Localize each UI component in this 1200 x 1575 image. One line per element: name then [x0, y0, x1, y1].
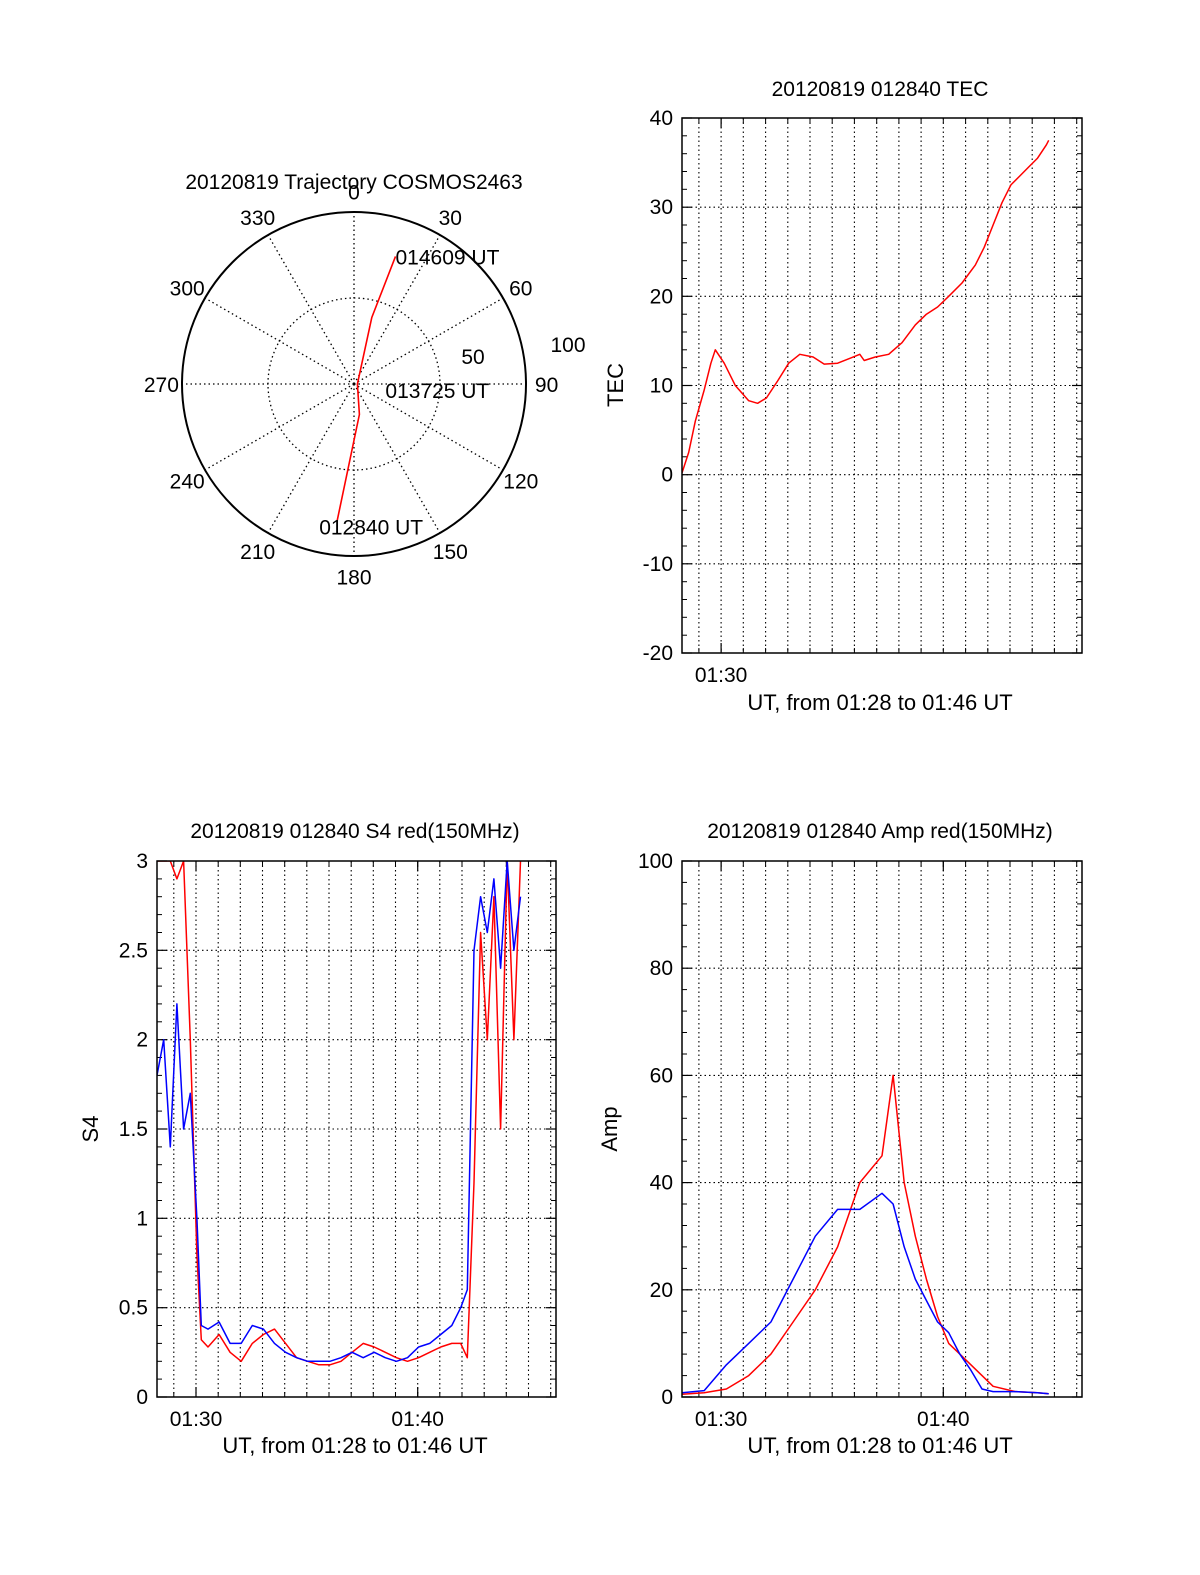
polar-azimuth-label: 150 [433, 541, 468, 564]
polar-azimuth-label: 90 [535, 374, 558, 397]
tec-plot-area: -20 -10 0 10 20 30 40 01:30 [643, 107, 1083, 687]
polar-trajectory [336, 256, 397, 521]
amp-frame [681, 860, 1083, 1398]
polar-chart-title: 20120819 Trajectory COSMOS2463 [185, 171, 522, 194]
polar-azimuth-label: 300 [170, 278, 205, 301]
s4-y-axis-label: S4 [78, 1116, 103, 1143]
polar-azimuth-label: 0 [348, 181, 360, 204]
amp-chart-panel: 20120819 012840 Amp red(150MHz) Amp UT, … [597, 820, 1083, 1458]
s4-x-tick-label: 01:40 [391, 1408, 444, 1431]
s4-y-tick-label: 1.5 [119, 1118, 148, 1141]
polar-spoke [353, 383, 504, 471]
polar-azimuth-label: 330 [240, 207, 275, 230]
amp-y-tick-label: 60 [650, 1064, 673, 1087]
s4-x-axis-label: UT, from 01:28 to 01:46 UT [222, 1433, 487, 1458]
polar-spoke [353, 234, 441, 385]
tec-y-tick-label: 40 [650, 107, 673, 130]
polar-azimuth-label: 60 [509, 278, 532, 301]
polar-annotation: 013725 UT [385, 380, 489, 403]
amp-y-tick-label: 0 [661, 1386, 673, 1409]
s4-series-1-line [157, 861, 522, 1366]
amp-x-axis-label: UT, from 01:28 to 01:46 UT [747, 1433, 1012, 1458]
tec-frame [681, 117, 1083, 654]
tec-chart-panel: 20120819 012840 TEC TEC UT, from 01:28 t… [603, 78, 1083, 715]
polar-annotation: 014609 UT [396, 246, 500, 269]
s4-chart-title: 20120819 012840 S4 red(150MHz) [190, 820, 519, 843]
s4-chart-panel: 20120819 012840 S4 red(150MHz) S4 UT, fr… [78, 820, 557, 1458]
polar-azimuth-labels: 0 30 60 90 120 150 180 210 240 270 300 330 [144, 181, 558, 589]
tec-series-group [682, 139, 1050, 474]
tec-y-tick-label: 20 [650, 285, 673, 308]
s4-y-tick-label: 2 [136, 1029, 148, 1052]
s4-series-2-line [157, 861, 522, 1363]
tec-y-tick-label: 0 [661, 464, 673, 487]
s4-plot-area: 0 0.5 1 1.5 2 2.5 3 01:30 01:40 [119, 850, 557, 1431]
amp-series-1-line [682, 1074, 1049, 1396]
amp-x-tick-label: 01:30 [695, 1408, 748, 1431]
tec-chart-title: 20120819 012840 TEC [772, 78, 989, 101]
polar-trajectory-line [336, 256, 397, 521]
s4-y-tick-label: 0 [136, 1386, 148, 1409]
tec-y-tick-label: -10 [643, 553, 673, 576]
polar-azimuth-label: 30 [439, 207, 462, 230]
polar-spoke [204, 383, 355, 471]
polar-azimuth-label: 210 [240, 541, 275, 564]
tec-y-axis-label: TEC [603, 363, 628, 407]
amp-series-2-line [682, 1192, 1049, 1395]
tec-y-tick-label: 10 [650, 375, 673, 398]
s4-y-tick-label: 0.5 [119, 1297, 148, 1320]
s4-frame [156, 860, 557, 1398]
polar-spoke [353, 297, 504, 385]
polar-spoke [204, 297, 355, 385]
polar-azimuth-label: 270 [144, 374, 179, 397]
polar-annotations: 014609 UT 013725 UT 012840 UT [319, 246, 499, 539]
polar-trajectory-panel: 20120819 Trajectory COSMOS2463 0 30 60 90 12… [144, 171, 586, 590]
s4-y-tick-label: 3 [136, 850, 148, 873]
amp-series-group [682, 1074, 1049, 1396]
amp-x-tick-label: 01:40 [917, 1408, 970, 1431]
polar-azimuth-label: 180 [336, 567, 371, 590]
polar-radius-label: 50 [461, 346, 484, 369]
polar-radius-labels: 50 100 [461, 334, 585, 369]
polar-annotation: 012840 UT [319, 517, 423, 540]
amp-chart-title: 20120819 012840 Amp red(150MHz) [707, 820, 1053, 843]
polar-spoke [353, 383, 441, 534]
amp-y-tick-label: 20 [650, 1279, 673, 1302]
s4-y-tick-label: 2.5 [119, 939, 148, 962]
polar-grid [181, 211, 527, 557]
polar-azimuth-label: 240 [170, 470, 205, 493]
tec-series-1-line [682, 139, 1050, 474]
tec-y-tick-label: 30 [650, 196, 673, 219]
tec-x-tick-label: 01:30 [695, 664, 748, 687]
polar-spoke [267, 383, 355, 534]
polar-azimuth-label: 120 [503, 470, 538, 493]
amp-plot-area: 0 20 40 60 80 100 01:30 01:40 [638, 850, 1083, 1431]
amp-y-tick-label: 80 [650, 957, 673, 980]
s4-x-tick-label: 01:30 [170, 1408, 223, 1431]
s4-y-tick-label: 1 [136, 1207, 148, 1230]
amp-y-tick-label: 40 [650, 1172, 673, 1195]
polar-radius-label: 100 [550, 334, 585, 357]
s4-series-group [157, 861, 522, 1366]
amp-y-tick-label: 100 [638, 850, 673, 873]
tec-x-axis-label: UT, from 01:28 to 01:46 UT [747, 690, 1012, 715]
amp-y-axis-label: Amp [597, 1106, 622, 1151]
tec-y-tick-label: -20 [643, 642, 673, 665]
polar-spoke [267, 234, 355, 385]
